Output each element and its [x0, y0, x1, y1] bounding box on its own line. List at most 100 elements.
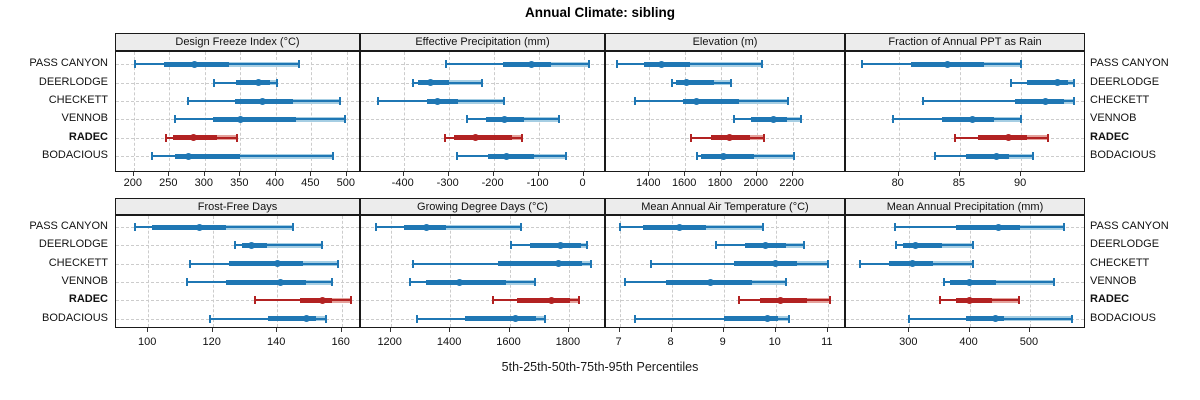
gridline-v	[341, 216, 343, 327]
axis-tick-label: 500	[336, 177, 355, 189]
whisker-cap-left	[934, 152, 937, 160]
whisker-cap-left	[895, 241, 898, 250]
axis-tick-label: 450	[301, 177, 320, 189]
whisker-cap-right	[331, 278, 333, 286]
strip-map: Mean Annual Precipitation (mm)	[845, 198, 1085, 215]
panel-ffd	[115, 215, 360, 328]
axis-tick	[968, 328, 970, 332]
gridline-v	[509, 216, 511, 327]
median-dot	[777, 296, 785, 304]
axis-tick-label: 300	[899, 336, 918, 348]
whisker-cap-right	[520, 223, 523, 231]
median-dot	[254, 79, 262, 87]
interquartile-band	[734, 261, 797, 267]
median-dot	[770, 115, 778, 123]
axis-tick-label: 250	[159, 177, 178, 189]
gridline-v	[390, 216, 392, 327]
interquartile-band	[497, 261, 583, 267]
gridline-v	[619, 216, 621, 327]
strip-title: Mean Annual Air Temperature (°C)	[641, 200, 809, 213]
axis-tick-label: 300	[194, 177, 213, 189]
axis-tick	[897, 172, 899, 176]
median-dot	[511, 315, 519, 323]
site-label-right: VENNOB	[1090, 112, 1137, 125]
strip-title: Fraction of Annual PPT as Rain	[888, 36, 1042, 48]
whisker-line	[923, 100, 1074, 102]
median-dot	[528, 60, 536, 68]
interquartile-band	[516, 297, 571, 303]
whisker-cap-right	[729, 78, 732, 87]
axis-tick	[722, 328, 724, 332]
whisker-cap-left	[165, 133, 168, 142]
whisker-cap-left	[954, 133, 956, 142]
whisker-cap-left	[938, 296, 941, 305]
axis-tick	[670, 328, 672, 332]
median-dot	[693, 97, 701, 105]
interquartile-band	[701, 153, 755, 159]
whisker-cap-right	[565, 152, 568, 160]
whisker-line	[635, 317, 789, 320]
median-dot	[500, 115, 508, 123]
whisker-cap-left	[492, 296, 495, 305]
interquartile-band	[225, 279, 307, 285]
gridline-v	[756, 52, 758, 171]
interquartile-band	[427, 98, 458, 104]
axis-tick-label: 9	[719, 336, 726, 348]
gridline-v	[792, 52, 794, 171]
strip-ffd: Frost-Free Days	[115, 198, 360, 215]
median-dot	[433, 97, 441, 105]
whisker-cap-right	[558, 115, 561, 124]
median-dot	[191, 60, 199, 68]
axis-tick	[908, 328, 910, 332]
whisker-cap-left	[634, 314, 637, 323]
whisker-line	[375, 226, 522, 228]
axis-tick	[132, 172, 134, 176]
whisker-cap-left	[616, 60, 619, 69]
axis-tick	[239, 172, 241, 176]
site-label-left: VENNOB	[61, 112, 108, 125]
whisker-cap-left	[416, 314, 419, 323]
whisker-cap-right	[785, 278, 788, 286]
whisker-cap-right	[587, 60, 590, 69]
interquartile-band	[1027, 80, 1068, 86]
gridline-h	[361, 245, 604, 247]
whisker-cap-left	[187, 97, 190, 105]
axis-tick	[791, 172, 793, 176]
axis-tick	[755, 172, 757, 176]
axis-tick	[449, 328, 451, 332]
gridline-v	[148, 216, 150, 327]
axis-tick-label: 200	[123, 177, 142, 189]
axis-tick-label: -100	[526, 177, 549, 189]
interquartile-band	[682, 98, 739, 104]
median-dot	[761, 241, 769, 249]
gridline-v	[450, 216, 452, 327]
axis-tick	[447, 172, 449, 176]
interquartile-band	[487, 153, 535, 159]
axis-tick	[1028, 328, 1030, 332]
gridline-v	[403, 52, 405, 171]
interquartile-band	[426, 279, 507, 285]
percentiles-caption: 5th-25th-50th-75th-95th Percentiles	[501, 360, 699, 374]
site-label-right: CHECKETT	[1090, 94, 1150, 106]
axis-tick-label: 2200	[779, 177, 804, 189]
axis-tick	[537, 172, 539, 176]
strip-title: Effective Precipitation (mm)	[415, 36, 550, 48]
interquartile-band	[502, 61, 551, 67]
median-dot	[911, 241, 919, 249]
axis-tick-label: 1600	[496, 336, 521, 348]
strip-title: Elevation (m)	[692, 36, 758, 48]
axis-tick-label: 400	[265, 177, 284, 189]
panel-dfi	[115, 51, 360, 172]
median-dot	[726, 134, 734, 142]
median-dot	[547, 296, 555, 304]
whisker-cap-left	[907, 314, 910, 323]
axis-tick-label: 8	[667, 336, 674, 348]
axis-tick-label: 7	[615, 336, 622, 348]
whisker-cap-right	[350, 296, 353, 305]
axis-tick	[648, 172, 650, 176]
median-dot	[502, 152, 510, 160]
axis-tick	[567, 328, 569, 332]
interquartile-band	[950, 279, 997, 285]
axis-tick-label: 500	[1019, 336, 1039, 348]
